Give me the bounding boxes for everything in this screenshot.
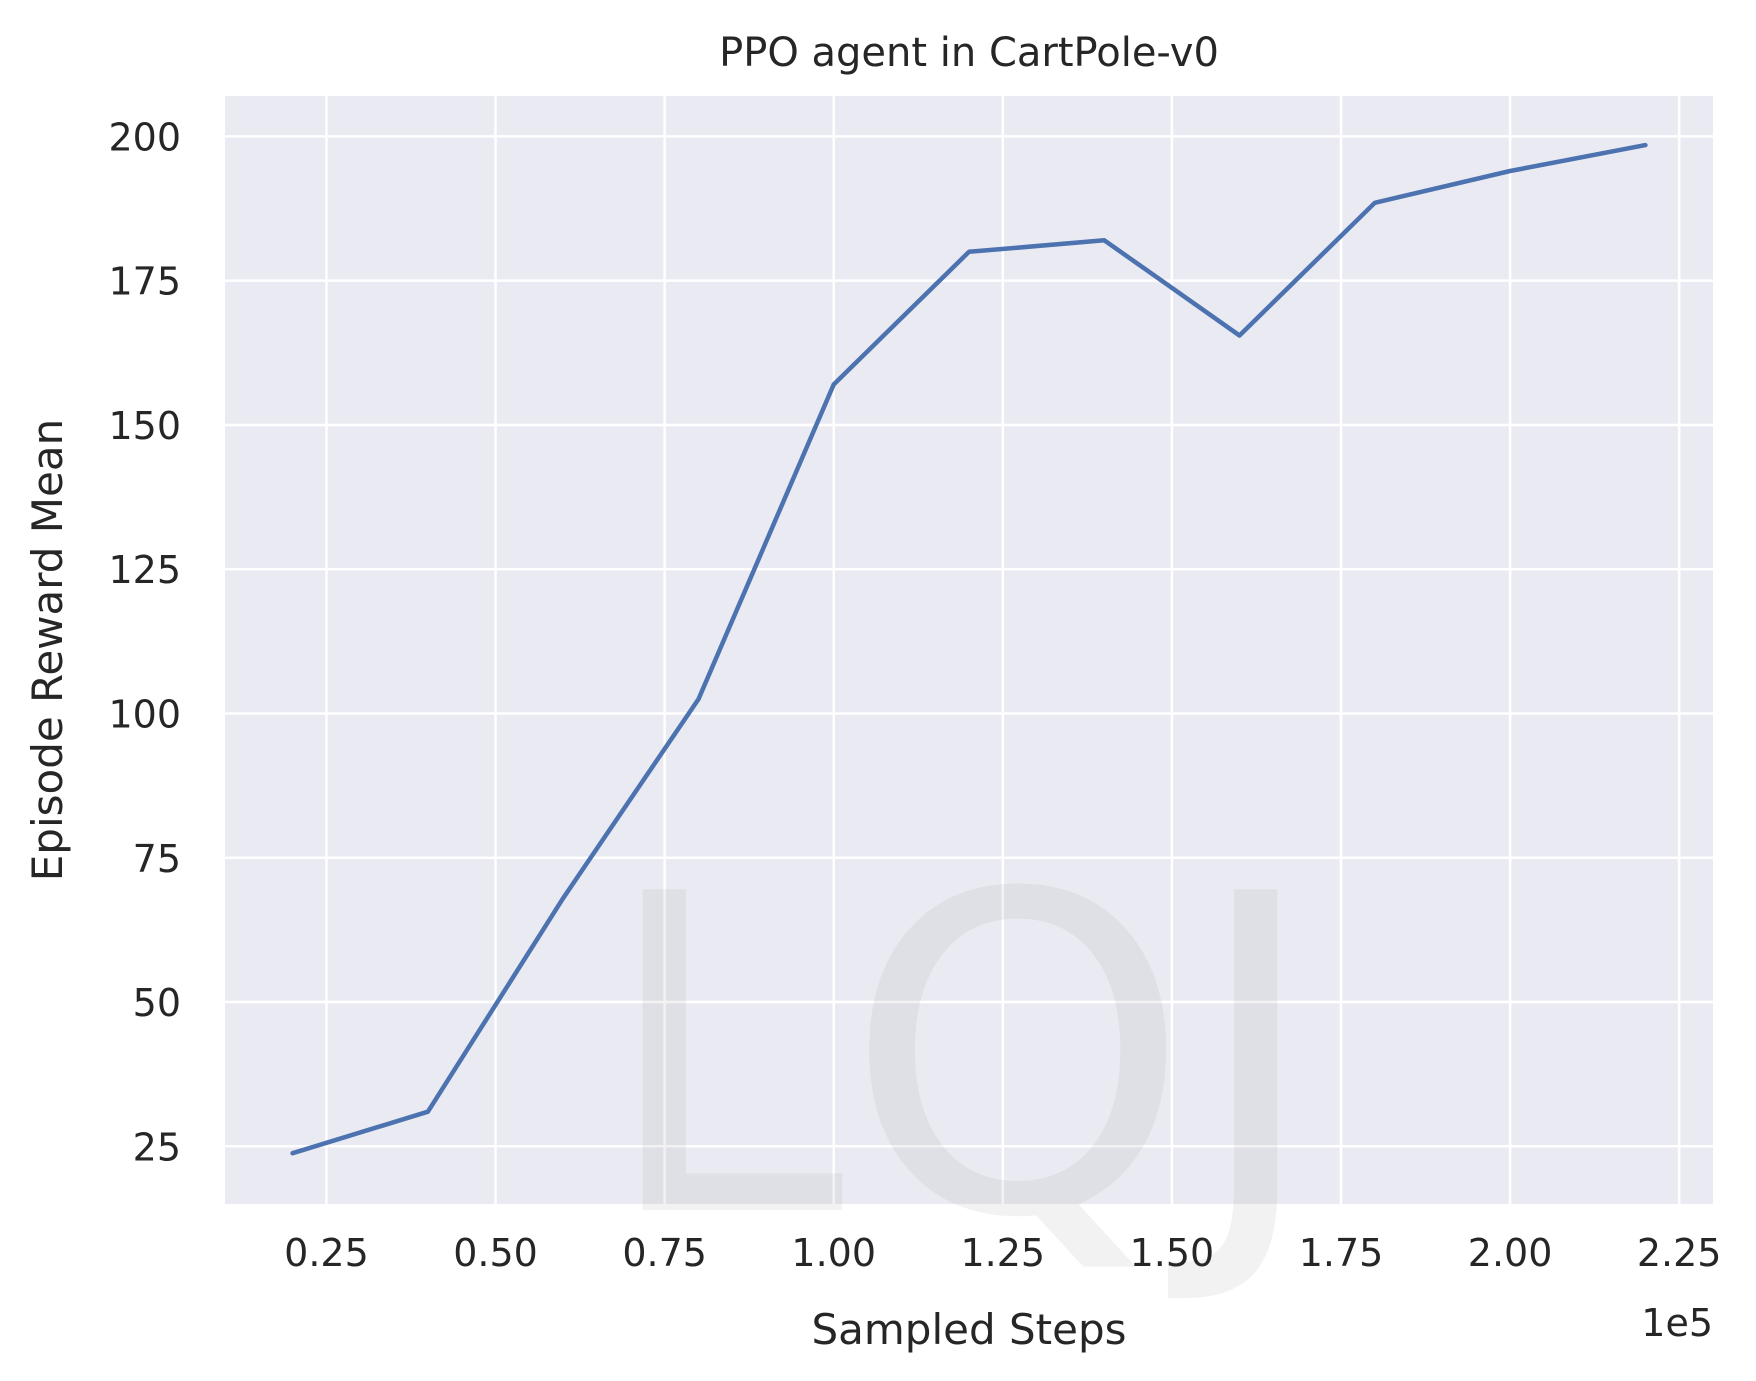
- y-tick-label: 50: [133, 981, 181, 1025]
- y-axis-label: Episode Reward Mean: [23, 419, 72, 882]
- x-tick-label: 1.00: [791, 1231, 876, 1275]
- x-tick-label: 1.50: [1130, 1231, 1215, 1275]
- y-tick-label: 150: [108, 404, 181, 448]
- y-tick-label: 125: [108, 548, 181, 592]
- x-tick-label: 0.50: [453, 1231, 538, 1275]
- x-tick-label: 2.00: [1468, 1231, 1553, 1275]
- x-tick-label: 0.75: [622, 1231, 707, 1275]
- x-tick-label: 0.25: [284, 1231, 369, 1275]
- x-tick-label: 1.25: [961, 1231, 1046, 1275]
- series-lines: [290, 142, 1648, 1156]
- y-tick-label: 200: [108, 115, 181, 159]
- y-tick-labels: 25 50 75 100 125 150 175 200: [108, 115, 181, 1169]
- chart-title: PPO agent in CartPole-v0: [719, 30, 1219, 76]
- y-tick-label: 25: [133, 1125, 181, 1169]
- x-axis-offset-text: 1e5: [1641, 1301, 1713, 1345]
- x-tick-labels: 0.25 0.50 0.75 1.00 1.25 1.50 1.75 2.00 2.25: [284, 1231, 1721, 1275]
- y-tick-label: 75: [133, 837, 181, 881]
- y-tick-label: 175: [108, 260, 181, 304]
- y-gridlines: [225, 135, 1713, 1148]
- watermark: LQJ: [599, 802, 1320, 1314]
- x-axis-label: Sampled Steps: [812, 1305, 1127, 1354]
- x-tick-label: 2.25: [1637, 1231, 1722, 1275]
- y-tick-label: 100: [108, 692, 181, 736]
- x-tick-label: 1.75: [1299, 1231, 1384, 1275]
